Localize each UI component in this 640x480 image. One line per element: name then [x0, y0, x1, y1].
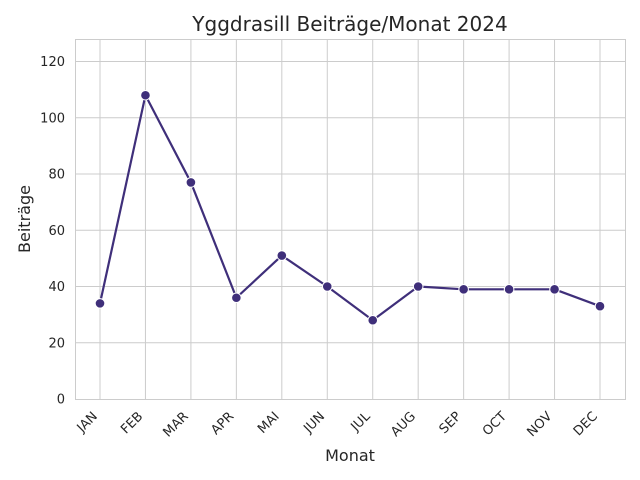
data-point [140, 89, 151, 101]
x-tick-label: JUL [348, 409, 374, 435]
series-line [98, 94, 601, 322]
data-point [231, 292, 242, 304]
grid-lines [75, 39, 625, 399]
data-point [185, 177, 197, 188]
x-tick-label: JUN [300, 409, 328, 437]
data-point [594, 300, 606, 312]
x-tick-label: MAI [255, 409, 283, 437]
x-tick-label: NOV [525, 409, 556, 440]
y-tick-label: 100 [40, 111, 65, 126]
x-tick-label: APR [208, 409, 237, 438]
y-tick-label: 60 [48, 224, 65, 239]
x-tick-label: OCT [480, 409, 510, 439]
data-point [94, 298, 106, 309]
y-axis-label: Beiträge [15, 185, 34, 253]
x-tick-label: DEC [571, 409, 601, 439]
data-point [503, 284, 515, 295]
y-tick-label: 0 [57, 393, 65, 408]
y-tick-label: 20 [48, 336, 65, 351]
x-tick-labels: JAN FEB MAR APR MAI JUN JUL AUG SEP OCT NOV DEC [74, 409, 601, 441]
x-tick-label: MAR [161, 409, 192, 440]
x-tick-label: JAN [74, 409, 101, 436]
x-axis-label: Monat [325, 446, 375, 465]
data-point [412, 281, 424, 292]
y-tick-label: 40 [48, 280, 65, 295]
data-point [367, 314, 379, 326]
x-tick-label: SEP [437, 409, 465, 437]
data-point [276, 250, 288, 261]
chart-title: Yggdrasill Beiträge/Monat 2024 [191, 12, 507, 36]
data-point [321, 281, 333, 292]
data-point [549, 284, 560, 295]
data-series [94, 89, 606, 326]
x-tick-label: FEB [118, 409, 146, 437]
x-tick-label: AUG [388, 409, 419, 440]
plot-frame [75, 39, 626, 400]
data-point [458, 284, 469, 295]
y-tick-label: 80 [48, 168, 65, 183]
y-tick-labels: 0 20 40 60 80 100 120 [40, 55, 65, 408]
y-tick-label: 120 [40, 55, 65, 70]
